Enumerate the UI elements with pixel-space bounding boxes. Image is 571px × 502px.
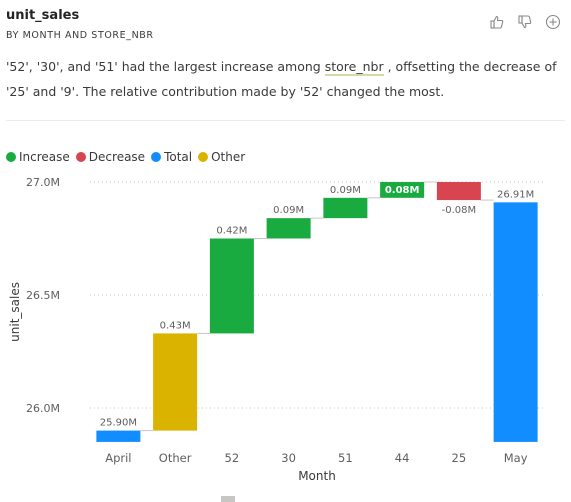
data-label: 0.08M xyxy=(385,185,420,196)
legend-label-decrease: Decrease xyxy=(88,150,146,164)
waterfall-chart: 26.0M 26.5M 27.0M 25.90M April 0.43M Other 0.42… xyxy=(0,170,571,502)
visual-actions xyxy=(487,12,563,32)
waterfall-bar[interactable] xyxy=(209,238,254,334)
legend-item-increase[interactable]: Increase xyxy=(6,150,70,164)
legend-label-increase: Increase xyxy=(19,150,70,164)
waterfall-bar[interactable] xyxy=(380,182,425,198)
y-axis-title: unit_sales xyxy=(8,282,22,342)
divider xyxy=(6,120,565,121)
x-tick-label: 52 xyxy=(225,451,240,465)
x-tick-label: 44 xyxy=(395,451,410,465)
data-label: 0.09M xyxy=(330,185,361,196)
data-label: 0.43M xyxy=(160,320,191,331)
data-label: 25.90M xyxy=(100,418,137,429)
chart-legend: Increase Decrease Total Other xyxy=(6,150,251,164)
data-label: 0.42M xyxy=(216,226,247,237)
smart-narrative: '52', '30', and '51' had the largest inc… xyxy=(6,54,561,104)
narrative-text-2: , offsetting the decrease of '25' and '9… xyxy=(6,59,557,99)
thumbs-down-icon[interactable] xyxy=(515,12,535,32)
plus-circle-icon[interactable] xyxy=(543,12,563,32)
chart-svg: 26.0M 26.5M 27.0M 25.90M April 0.43M Other 0.42… xyxy=(8,176,544,483)
narrative-text-1: '52', '30', and '51' had the largest inc… xyxy=(6,59,325,74)
legend-label-total: Total xyxy=(164,150,193,164)
legend-swatch-decrease xyxy=(75,152,86,162)
waterfall-bar[interactable] xyxy=(493,202,538,442)
x-axis-title: Month xyxy=(298,469,336,483)
y-tick-label: 26.0M xyxy=(26,402,60,415)
data-label: -0.08M xyxy=(442,205,477,216)
x-tick-label: Other xyxy=(159,451,192,465)
waterfall-bar[interactable] xyxy=(96,430,141,442)
y-tick-label: 27.0M xyxy=(26,176,60,189)
waterfall-bar[interactable] xyxy=(436,182,481,201)
narrative-field-link[interactable]: store_nbr xyxy=(324,59,384,76)
legend-swatch-other xyxy=(198,152,209,162)
x-tick-label: April xyxy=(105,451,131,465)
legend-label-other: Other xyxy=(211,150,246,164)
waterfall-bar[interactable] xyxy=(153,333,198,431)
x-tick-label: 25 xyxy=(452,451,467,465)
data-label: 26.91M xyxy=(497,189,534,200)
visual-title: unit_sales xyxy=(6,8,80,23)
waterfall-bar[interactable] xyxy=(323,197,368,219)
waterfall-bar[interactable] xyxy=(266,218,311,239)
x-tick-label: 51 xyxy=(338,451,353,465)
thumbs-up-icon[interactable] xyxy=(487,12,507,32)
data-label: 0.09M xyxy=(273,205,304,216)
legend-swatch-increase xyxy=(6,152,16,162)
legend-item-other[interactable]: Other xyxy=(198,150,245,164)
x-tick-label: May xyxy=(504,451,528,465)
scrollbar-thumb[interactable] xyxy=(221,496,235,502)
legend-swatch-total xyxy=(151,152,162,162)
y-tick-label: 26.5M xyxy=(26,289,60,302)
legend-item-total[interactable]: Total xyxy=(151,150,192,164)
x-tick-label: 30 xyxy=(281,451,296,465)
visual-subtitle: BY MONTH AND STORE_NBR xyxy=(6,30,154,41)
legend-item-decrease[interactable]: Decrease xyxy=(75,150,146,164)
